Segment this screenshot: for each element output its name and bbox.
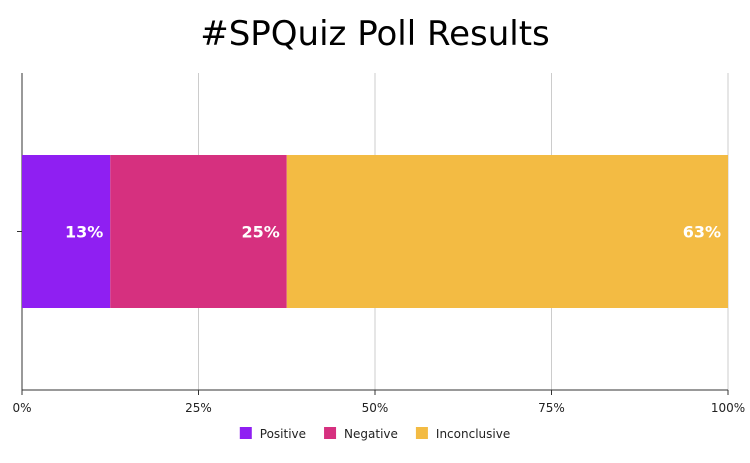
legend-swatch-negative (324, 427, 337, 439)
data-label-inconclusive: 63% (683, 223, 721, 242)
legend-label-inconclusive: Inconclusive (436, 427, 510, 441)
bar-segment-inconclusive (286, 155, 728, 308)
stacked-bar: 13% 25% 63% (22, 155, 728, 308)
bar-segment-negative (110, 155, 287, 308)
x-axis-ticks: 0% 25% 50% 75% 100% (12, 390, 745, 415)
bar-segment-positive (22, 155, 111, 308)
data-label-positive: 13% (65, 223, 103, 242)
x-tick-label: 0% (12, 401, 31, 415)
legend: Positive Negative Inconclusive (239, 427, 510, 441)
legend-label-positive: Positive (260, 427, 306, 441)
legend-label-negative: Negative (344, 427, 398, 441)
legend-swatch-inconclusive (415, 427, 428, 439)
legend-swatch-positive (239, 427, 252, 439)
x-tick-label: 75% (538, 401, 565, 415)
chart-title: #SPQuiz Poll Results (200, 14, 550, 54)
x-tick-label: 25% (185, 401, 212, 415)
x-tick-label: 100% (711, 401, 745, 415)
data-label-negative: 25% (241, 223, 279, 242)
x-tick-label: 50% (362, 401, 389, 415)
